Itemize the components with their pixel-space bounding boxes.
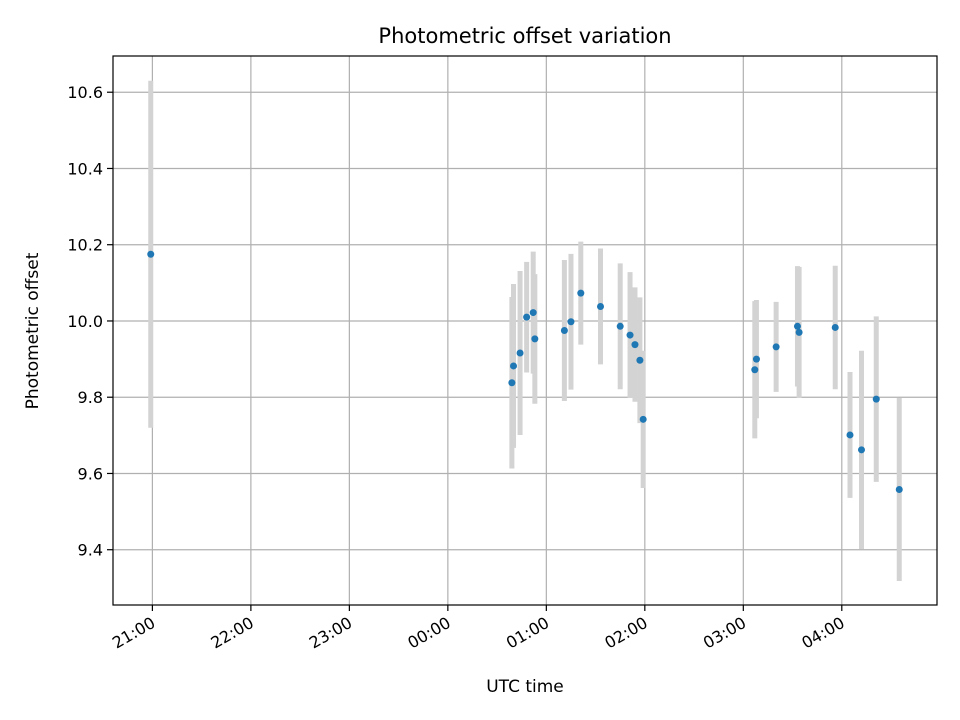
data-point	[772, 343, 780, 351]
data-point	[531, 335, 539, 343]
data-point	[895, 485, 903, 493]
chart-title: Photometric offset variation	[378, 24, 671, 48]
data-point	[872, 395, 880, 403]
data-point	[636, 356, 644, 364]
data-point	[510, 362, 518, 370]
data-point	[626, 331, 634, 339]
data-point	[752, 355, 760, 363]
plot-frame	[112, 55, 938, 606]
y-tick-label: 10.4	[67, 159, 103, 178]
data-point	[795, 328, 803, 336]
grid	[113, 56, 937, 605]
x-axis-label: UTC time	[486, 677, 564, 697]
y-tick-label: 9.4	[78, 541, 103, 560]
data-point	[793, 322, 801, 330]
y-tick-label: 10.0	[67, 312, 103, 331]
data-point	[567, 318, 575, 326]
data-point	[597, 302, 605, 310]
data-point	[529, 309, 537, 317]
data-point	[516, 349, 524, 357]
y-tick-label: 9.8	[78, 388, 103, 407]
data-point	[631, 341, 639, 349]
y-tick-label: 10.6	[67, 83, 103, 102]
data-points	[147, 250, 903, 493]
y-tick-label: 10.2	[67, 236, 103, 255]
data-point	[560, 327, 568, 334]
data-point	[523, 313, 531, 321]
data-point	[577, 289, 585, 297]
data-point	[639, 415, 647, 423]
data-point	[846, 431, 854, 439]
data-point	[857, 446, 865, 454]
data-point	[831, 323, 839, 331]
y-axis-label: Photometric offset	[23, 252, 43, 409]
data-point	[508, 379, 516, 387]
data-point	[147, 250, 155, 258]
data-point	[616, 322, 624, 330]
y-axis-ticks: 9.4 9.6 9.8 10.0 10.2 10.4 10.6	[67, 83, 113, 560]
y-tick-label: 9.6	[78, 464, 103, 483]
data-point	[751, 366, 759, 374]
